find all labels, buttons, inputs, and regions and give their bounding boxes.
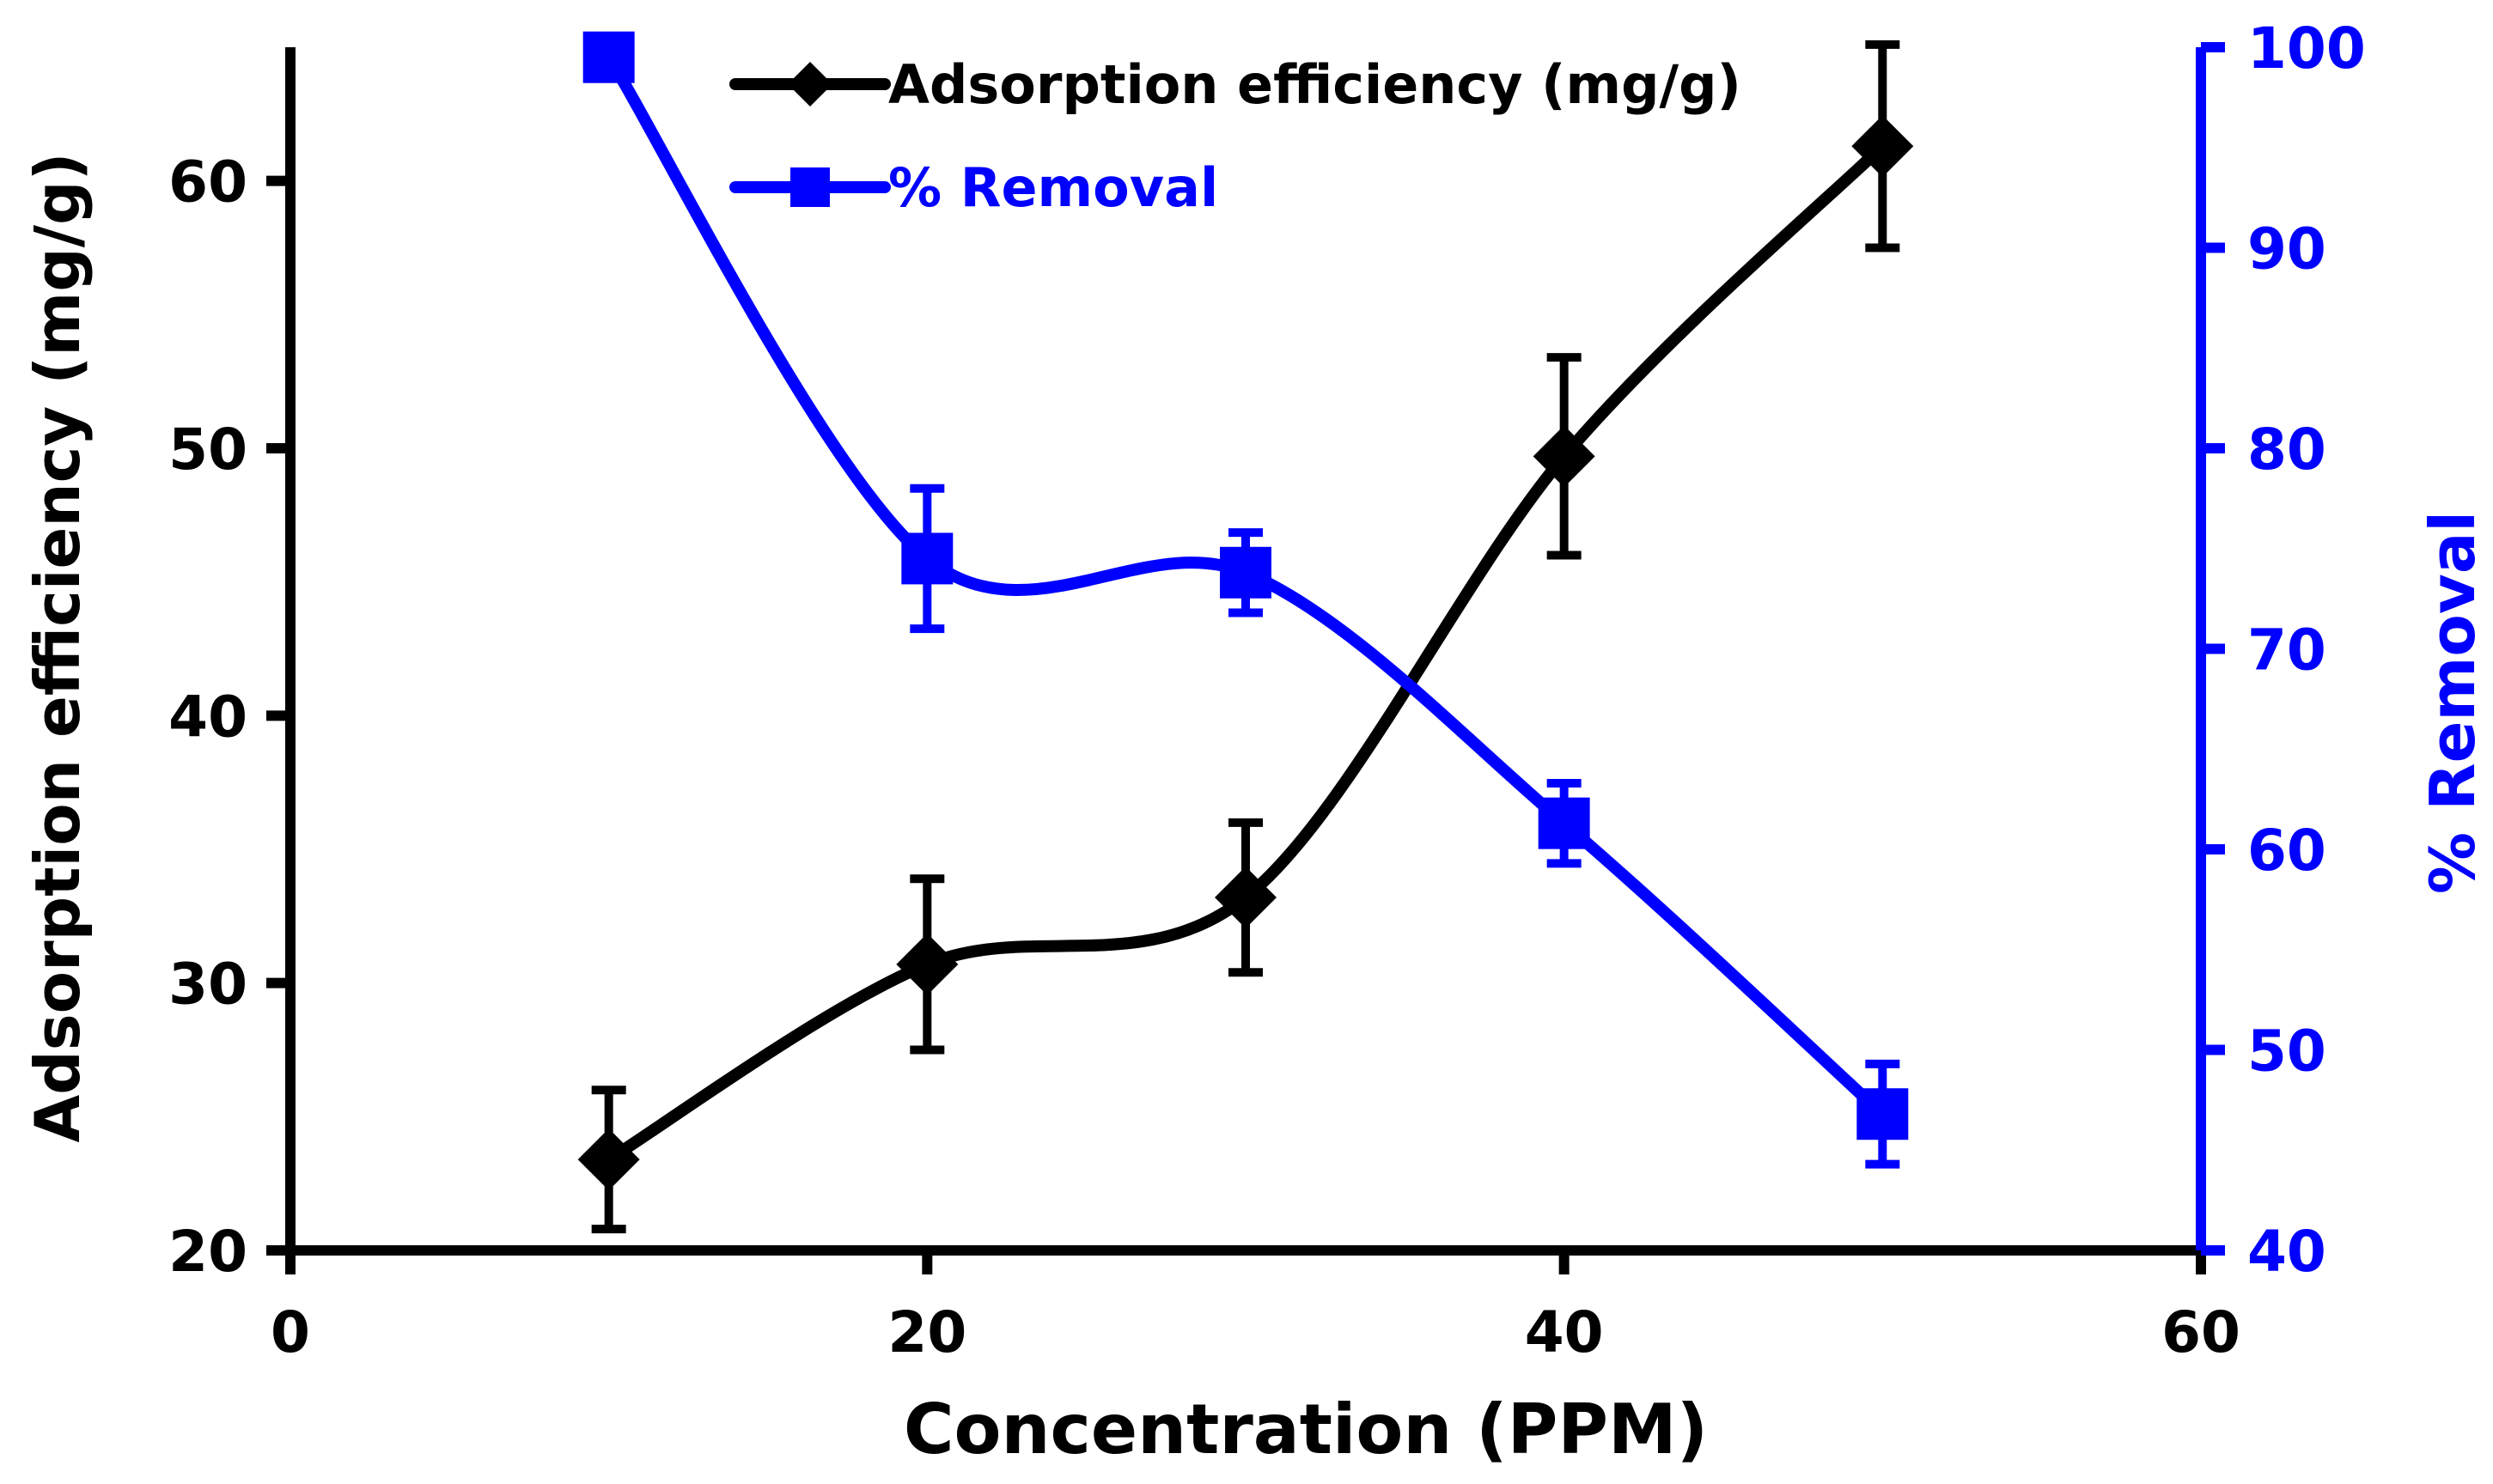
x-tick-label: 20 (887, 1299, 966, 1365)
data-point-square (1538, 797, 1590, 849)
y-tick-label-right: 50 (2247, 1019, 2326, 1085)
y-tick-label-left: 60 (168, 149, 247, 216)
data-point-square (1220, 546, 1271, 599)
y-tick-label-left: 30 (168, 952, 247, 1018)
x-tick-label: 40 (1525, 1299, 1604, 1365)
series-adsorption (577, 40, 1914, 1234)
data-point-diamond (896, 933, 959, 995)
series-removal (582, 31, 1909, 1169)
x-tick-label: 60 (2161, 1299, 2240, 1365)
x-axis-label: Concentration (PPM) (904, 1390, 1708, 1469)
y-tick-label-left: 20 (168, 1219, 247, 1285)
data-point-square (582, 31, 635, 83)
axes (266, 42, 2225, 1274)
data-point-diamond (1851, 115, 1914, 178)
y-tick-label-right: 40 (2247, 1219, 2326, 1285)
legend-marker-square (790, 167, 830, 207)
data-point-diamond (577, 1128, 640, 1191)
legend-label-adsorption: Adsorption efficiency (mg/g) (888, 53, 1741, 116)
y-tick-label-right: 60 (2247, 818, 2326, 884)
legend-item-adsorption: Adsorption efficiency (mg/g) (729, 53, 1741, 116)
legend: Adsorption efficiency (mg/g) % Removal (729, 53, 1741, 219)
y-tick-label-right: 80 (2247, 417, 2326, 483)
y-axis-label-right: % Removal (2417, 511, 2489, 894)
y-tick-label-right: 70 (2247, 617, 2326, 684)
series-layer (577, 31, 1914, 1234)
data-point-square (1856, 1088, 1909, 1140)
y-tick-label-right: 100 (2247, 15, 2366, 82)
x-tick-label: 0 (271, 1299, 310, 1365)
legend-marker-diamond (788, 62, 832, 106)
y-axis-label-left: Adsorption efficiency (mg/g) (21, 153, 94, 1143)
data-point-square (901, 532, 954, 585)
data-point-diamond (1215, 867, 1277, 929)
series-line (606, 142, 1887, 1165)
data-point-diamond (1533, 425, 1595, 488)
legend-item-removal: % Removal (729, 156, 1218, 219)
y-tick-label-left: 50 (168, 417, 247, 483)
y-tick-label-right: 90 (2247, 216, 2326, 283)
legend-label-removal: % Removal (888, 156, 1218, 219)
y-tick-label-left: 40 (168, 684, 247, 750)
